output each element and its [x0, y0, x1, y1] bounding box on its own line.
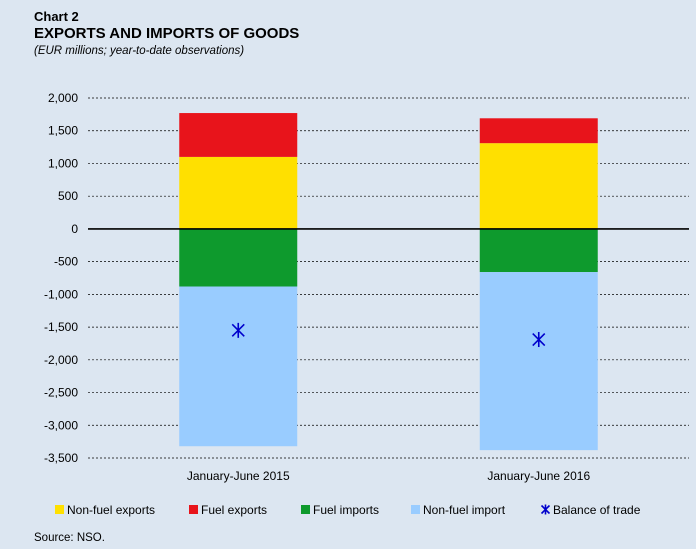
legend-label-balance-of-trade: Balance of trade: [553, 503, 641, 517]
legend-label-fuel-imports: Fuel imports: [313, 503, 379, 517]
legend-marker-balance-of-trade: [540, 504, 551, 515]
bar-non-fuel-exports: [479, 143, 598, 229]
chart-title: EXPORTS AND IMPORTS OF GOODS: [34, 25, 300, 42]
legend-label-non-fuel-import: Non-fuel import: [423, 503, 506, 517]
legend-swatch-fuel-exports: [189, 505, 198, 514]
y-tick-label: -3,000: [44, 418, 78, 432]
legend-label-non-fuel-exports: Non-fuel exports: [67, 503, 155, 517]
y-tick-label: -500: [54, 255, 78, 269]
bar-fuel-exports: [479, 118, 598, 144]
legend-swatch-non-fuel-exports: [55, 505, 64, 514]
chart-label: Chart 2: [34, 9, 79, 24]
source-note: Source: NSO.: [34, 532, 105, 544]
bar-fuel-imports: [179, 228, 298, 287]
y-tick-label: 1,000: [48, 156, 78, 170]
bar-fuel-imports: [479, 228, 598, 273]
marker-balance-of-trade: [532, 332, 546, 348]
y-tick-label: 0: [71, 222, 78, 236]
legend-swatch-non-fuel-import: [411, 505, 420, 514]
marker-balance-of-trade: [231, 322, 245, 338]
x-tick-label: January-June 2016: [487, 469, 590, 483]
chart-subtitle: (EUR millions; year-to-date observations…: [34, 45, 245, 57]
y-tick-label: -1,000: [44, 287, 78, 301]
legend-label-fuel-exports: Fuel exports: [201, 503, 267, 517]
x-tick-label: January-June 2015: [187, 469, 290, 483]
bar-non-fuel-import: [179, 286, 298, 447]
y-tick-label: -1,500: [44, 320, 78, 334]
y-tick-label: -3,500: [44, 451, 78, 465]
bar-non-fuel-exports: [179, 156, 298, 229]
bar-non-fuel-import: [479, 272, 598, 451]
bar-fuel-exports: [179, 113, 298, 157]
y-tick-label: 500: [58, 189, 78, 203]
y-tick-label: -2,000: [44, 353, 78, 367]
y-tick-label: 2,000: [48, 91, 78, 105]
y-tick-label: -2,500: [44, 386, 78, 400]
y-tick-label: 1,500: [48, 124, 78, 138]
legend-swatch-fuel-imports: [301, 505, 310, 514]
